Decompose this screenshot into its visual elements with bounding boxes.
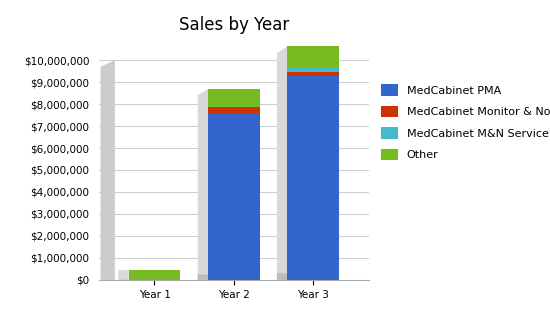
Bar	[208, 113, 260, 280]
Polygon shape	[197, 89, 208, 280]
Bar	[287, 75, 339, 280]
Bar	[287, 72, 339, 75]
Bar	[287, 46, 339, 67]
Title: Sales by Year: Sales by Year	[179, 16, 289, 34]
Legend: MedCabinet PMA, MedCabinet Monitor & Notificatio, MedCabinet M&N Service Renev, : MedCabinet PMA, MedCabinet Monitor & Not…	[377, 80, 550, 165]
Polygon shape	[197, 274, 260, 280]
Bar	[287, 67, 339, 72]
Bar	[208, 107, 260, 113]
Polygon shape	[101, 60, 115, 280]
Polygon shape	[277, 46, 287, 280]
Polygon shape	[118, 270, 129, 280]
Bar	[129, 270, 180, 280]
Bar	[208, 89, 260, 107]
Polygon shape	[277, 273, 339, 280]
